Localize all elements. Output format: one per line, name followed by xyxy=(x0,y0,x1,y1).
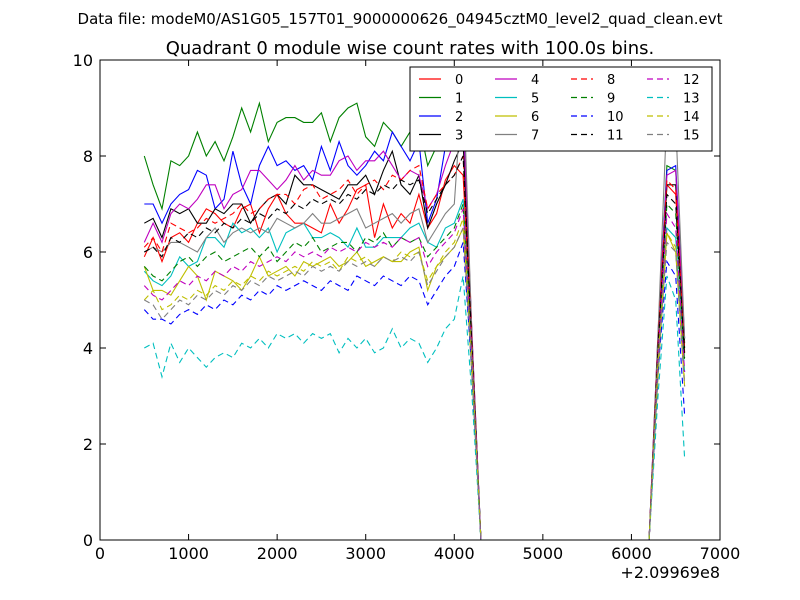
legend-label-1: 1 xyxy=(455,92,463,107)
legend-label-7: 7 xyxy=(531,129,539,144)
series-line-10 xyxy=(143,242,686,541)
x-tick-label-3000: 3000 xyxy=(345,544,386,563)
y-tick-label-8: 8 xyxy=(83,147,93,166)
y-tick-label-0: 0 xyxy=(83,531,93,550)
legend-label-5: 5 xyxy=(531,92,539,107)
legend-label-15: 15 xyxy=(683,129,700,144)
x-tick-label-0: 0 xyxy=(95,544,105,563)
legend-label-12: 12 xyxy=(683,73,700,88)
x-tick-label-6000: 6000 xyxy=(611,544,652,563)
plot-frame xyxy=(99,59,721,541)
legend-label-2: 2 xyxy=(455,110,463,125)
y-tick-label-4: 4 xyxy=(83,339,93,358)
x-tick-label-4000: 4000 xyxy=(434,544,475,563)
x-tick-label-2000: 2000 xyxy=(257,544,298,563)
legend-label-14: 14 xyxy=(683,110,700,125)
legend-label-11: 11 xyxy=(607,129,624,144)
legend-label-13: 13 xyxy=(683,92,700,107)
series-line-12 xyxy=(143,208,686,541)
x-offset-label: +2.09969e8 xyxy=(620,563,720,582)
x-tick-label-7000: 7000 xyxy=(700,544,741,563)
figure-suptitle: Data file: modeM0/AS1G05_157T01_90000006… xyxy=(78,10,723,29)
y-tick-label-2: 2 xyxy=(83,435,93,454)
legend-label-3: 3 xyxy=(455,129,463,144)
legend-label-6: 6 xyxy=(531,110,539,125)
plot-title: Quadrant 0 module wise count rates with … xyxy=(166,38,655,59)
y-tick-label-10: 10 xyxy=(73,51,93,70)
legend-label-9: 9 xyxy=(607,92,615,107)
x-tick-label-5000: 5000 xyxy=(522,544,563,563)
legend-label-10: 10 xyxy=(607,110,624,125)
legend-label-8: 8 xyxy=(607,73,615,88)
x-tick-label-1000: 1000 xyxy=(168,544,209,563)
y-tick-label-6: 6 xyxy=(83,243,93,262)
legend-label-4: 4 xyxy=(531,73,539,88)
legend-label-0: 0 xyxy=(455,73,463,88)
legend-box xyxy=(409,66,713,152)
